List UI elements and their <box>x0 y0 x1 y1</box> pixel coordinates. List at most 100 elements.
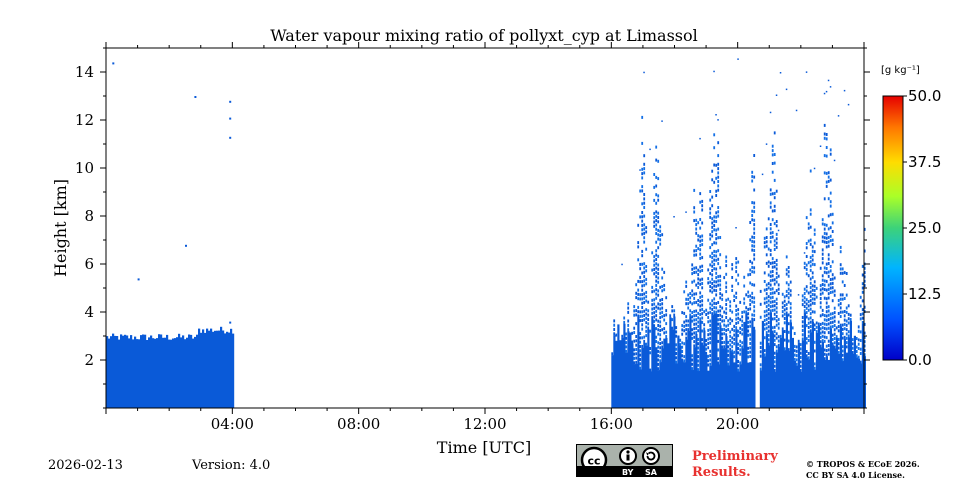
data-speck <box>635 322 638 326</box>
data-speck <box>813 310 816 314</box>
data-speck <box>641 232 644 236</box>
data-speck <box>747 351 750 355</box>
data-speck <box>777 322 780 326</box>
data-column <box>783 350 786 408</box>
data-speck <box>773 304 776 308</box>
data-speck <box>647 318 650 321</box>
data-speck <box>841 271 844 275</box>
data-column <box>154 338 157 408</box>
data-speck <box>713 262 716 266</box>
data-speck <box>855 354 858 358</box>
data-speck <box>827 283 830 287</box>
data-speck <box>737 260 740 264</box>
data-speck <box>771 274 774 278</box>
data-speck <box>809 169 812 173</box>
data-column <box>178 333 181 408</box>
data-speck <box>647 300 650 304</box>
data-speck <box>695 266 698 270</box>
data-speck <box>631 340 634 344</box>
data-speck <box>637 297 640 301</box>
data-speck <box>699 291 702 295</box>
data-speck <box>741 332 744 336</box>
data-column <box>669 317 672 408</box>
data-speck <box>775 237 778 241</box>
data-speck <box>709 246 712 250</box>
data-speck <box>799 343 802 347</box>
data-speck <box>769 201 772 205</box>
data-column <box>190 334 193 408</box>
data-speck <box>707 328 710 332</box>
data-speck <box>699 256 702 260</box>
data-speck <box>751 239 754 243</box>
data-speck <box>771 330 774 334</box>
data-speck <box>783 299 786 303</box>
data-column <box>194 336 197 408</box>
data-speck <box>839 271 842 275</box>
data-speck <box>637 241 640 245</box>
data-speck <box>773 343 776 347</box>
data-column <box>823 360 826 408</box>
data-column <box>685 339 688 408</box>
data-speck <box>775 332 778 336</box>
data-column <box>689 316 692 408</box>
data-speck <box>655 175 658 179</box>
data-speck <box>695 292 698 296</box>
data-speck <box>809 329 812 333</box>
data-speck <box>737 321 740 325</box>
data-speck <box>775 323 778 327</box>
data-speck <box>715 194 718 197</box>
data-speck <box>707 298 710 302</box>
data-speck <box>731 319 734 323</box>
data-speck <box>715 237 718 241</box>
data-speck <box>653 302 656 306</box>
data-speck <box>659 316 662 320</box>
data-speck <box>671 305 674 309</box>
data-speck <box>775 258 778 262</box>
data-speck <box>771 265 774 269</box>
data-speck <box>763 241 766 245</box>
data-speck <box>627 323 630 327</box>
data-speck <box>829 178 832 182</box>
data-speck <box>783 295 786 299</box>
data-column <box>619 340 622 408</box>
data-speck <box>739 344 742 348</box>
data-speck <box>855 345 858 349</box>
data-speck <box>845 272 848 275</box>
data-speck <box>709 233 712 237</box>
data-speck <box>771 192 774 196</box>
data-speck <box>771 291 774 295</box>
data-speck <box>821 274 824 278</box>
data-speck <box>763 318 766 322</box>
data-speck <box>751 313 754 317</box>
data-column <box>186 337 189 408</box>
data-speck <box>825 318 828 322</box>
data-speck <box>735 326 738 330</box>
data-speck <box>851 338 854 342</box>
data-column <box>725 336 728 408</box>
data-speck <box>789 289 792 293</box>
data-speck <box>659 225 662 229</box>
data-speck <box>655 193 658 197</box>
data-speck <box>701 264 704 268</box>
data-speck <box>771 235 774 239</box>
data-speck <box>731 336 734 340</box>
cc-sa-label: SA <box>645 468 657 477</box>
data-speck <box>693 327 696 331</box>
data-speck <box>719 309 722 313</box>
data-speck <box>717 171 720 175</box>
data-column <box>639 369 642 408</box>
data-speck <box>625 341 628 345</box>
data-speck <box>657 267 660 271</box>
data-speck <box>777 283 780 287</box>
data-speck <box>663 318 666 322</box>
data-speck <box>805 302 808 306</box>
data-speck <box>739 352 742 356</box>
data-speck <box>805 71 808 73</box>
data-speck <box>723 340 726 344</box>
data-speck <box>775 349 778 353</box>
data-speck <box>863 284 866 288</box>
data-speck <box>781 314 784 318</box>
data-speck <box>641 310 644 314</box>
data-speck <box>731 263 734 267</box>
data-speck <box>773 291 776 295</box>
